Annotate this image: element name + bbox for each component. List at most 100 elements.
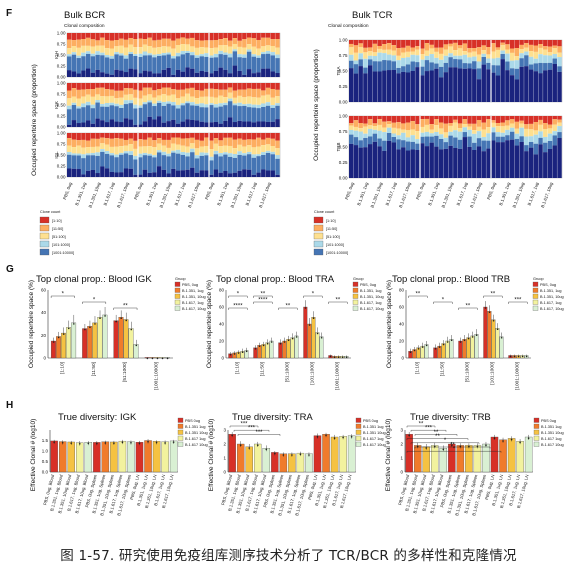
- stack-segment: [190, 137, 195, 144]
- stack-segment: [453, 147, 458, 178]
- stack-segment: [90, 104, 96, 109]
- stack-segment: [156, 33, 162, 40]
- stack-segment: [519, 123, 524, 128]
- stack-segment: [232, 172, 238, 177]
- stack-segment: [142, 33, 148, 40]
- stack-segment: [275, 133, 280, 141]
- stack-segment: [275, 158, 280, 175]
- stack-segment: [199, 107, 204, 122]
- stack-segment: [209, 156, 214, 161]
- stack-segment: [227, 87, 233, 93]
- stack-segment: [90, 33, 96, 40]
- stack-segment: [415, 124, 420, 132]
- g-point: [434, 348, 437, 350]
- stack-segment: [547, 62, 553, 70]
- stack-segment: [265, 94, 271, 103]
- stack-segment: [275, 103, 280, 106]
- stack-segment: [509, 48, 515, 53]
- h-bar: [524, 436, 533, 473]
- stack-segment: [453, 119, 458, 123]
- stack-segment: [223, 152, 228, 155]
- h-legend-label: B.1.617 10ug: [185, 443, 208, 447]
- stack-segment: [424, 116, 430, 119]
- stack-segment: [119, 70, 124, 77]
- g-point: [417, 348, 420, 350]
- stack-segment: [85, 105, 91, 121]
- stack-segment: [213, 150, 219, 155]
- sig-bracket: [406, 451, 502, 453]
- stack-segment: [213, 57, 219, 71]
- stack-segment: [175, 56, 181, 70]
- sig-label: **: [434, 430, 439, 436]
- stack-segment: [147, 55, 152, 72]
- stack-segment: [119, 55, 124, 71]
- stack-segment: [453, 137, 458, 148]
- g-y-axis-label: Occupied repertoire space (%): [206, 280, 213, 368]
- stack-segment: [547, 124, 553, 129]
- stack-segment: [138, 38, 143, 48]
- stack-segment: [133, 108, 138, 125]
- stack-segment: [246, 145, 252, 152]
- stack-segment: [209, 48, 214, 56]
- stack-segment: [232, 90, 238, 98]
- h-bar: [516, 441, 524, 473]
- g-point: [484, 307, 487, 309]
- stack-segment: [242, 155, 247, 170]
- stack-segment: [175, 98, 181, 105]
- h-bar: [422, 446, 430, 473]
- stack-segment: [261, 152, 266, 156]
- stack-segment: [147, 33, 152, 38]
- stack-segment: [495, 123, 501, 127]
- g-point: [446, 341, 449, 343]
- stack-segment: [514, 116, 520, 122]
- stack-segment: [227, 156, 233, 174]
- sig-bracket: [483, 295, 503, 298]
- stack-segment: [557, 119, 562, 123]
- stack-segment: [401, 123, 406, 130]
- stack-segment: [166, 83, 171, 88]
- panel-f-label: F: [6, 8, 12, 19]
- stack-segment: [90, 152, 96, 156]
- stack-segment: [524, 55, 529, 67]
- sample-label: B.1.617, 10ug: [258, 181, 272, 208]
- stack-segment: [185, 93, 190, 102]
- stack-segment: [358, 147, 363, 178]
- stack-segment: [199, 40, 204, 48]
- stack-segment: [372, 133, 378, 142]
- stack-segment: [467, 57, 472, 64]
- stack-segment: [204, 56, 209, 72]
- legend-label: [1001:10000]: [326, 251, 348, 255]
- stack-segment: [405, 64, 411, 73]
- y-tick-label: 1: [400, 456, 403, 461]
- stack-segment: [251, 139, 257, 148]
- stack-segment: [128, 94, 133, 101]
- stack-segment: [114, 69, 119, 77]
- stack-segment: [382, 132, 387, 141]
- stack-segment: [81, 89, 86, 97]
- stack-segment: [242, 54, 247, 58]
- h-bar: [507, 438, 516, 473]
- stack-segment: [358, 66, 363, 102]
- stack-segment: [152, 97, 157, 104]
- y-tick-label: 0.00: [57, 125, 66, 130]
- stack-segment: [175, 83, 181, 90]
- stack-segment: [81, 103, 86, 108]
- sig-label: ***: [255, 430, 263, 436]
- h-bar: [93, 442, 101, 473]
- stack-segment: [204, 145, 209, 153]
- stack-segment: [138, 73, 143, 77]
- stack-segment: [358, 131, 363, 141]
- g-legend-label: B.1.617, 1ug: [540, 301, 562, 305]
- stack-segment: [232, 139, 238, 149]
- stack-segment: [405, 122, 411, 131]
- stack-segment: [538, 124, 543, 132]
- stack-segment: [90, 96, 96, 105]
- stack-segment: [104, 138, 110, 145]
- stack-segment: [453, 130, 458, 138]
- stack-segment: [491, 132, 496, 141]
- stack-segment: [265, 53, 271, 69]
- stack-segment: [353, 45, 359, 53]
- h-bar: [236, 443, 245, 473]
- h-point: [96, 442, 98, 445]
- g-legend-swatch: [174, 299, 181, 305]
